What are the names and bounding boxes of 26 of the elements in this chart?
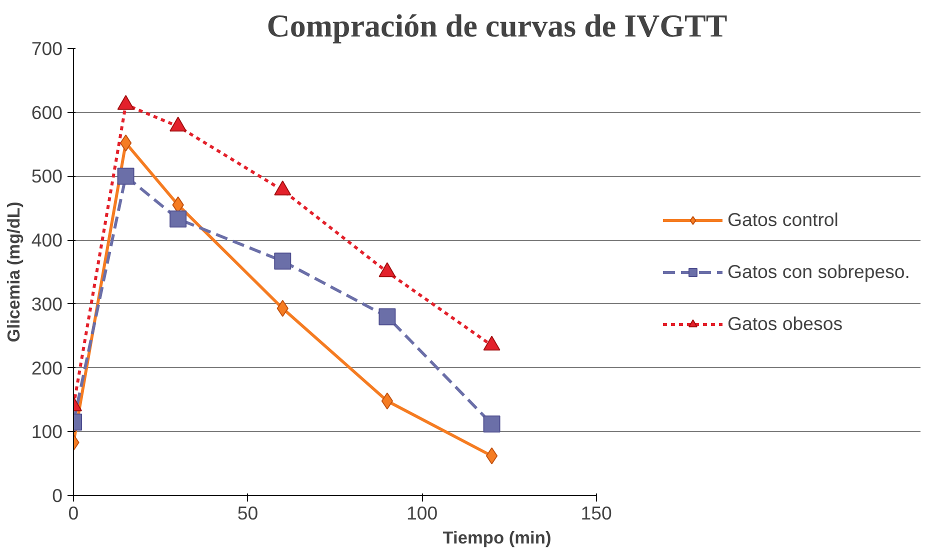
y-tick-label: 100: [31, 421, 63, 442]
y-tick-label: 0: [52, 485, 63, 506]
point: [381, 392, 394, 410]
y-tick-label: 500: [31, 166, 63, 187]
y-tick-label: 700: [31, 38, 63, 59]
point: [486, 447, 498, 464]
y-tick-label: 200: [31, 357, 63, 378]
chart-title: Compración de curvas de IVGTT: [266, 8, 728, 44]
point: [378, 308, 396, 326]
point: [117, 168, 134, 185]
point: [170, 210, 187, 228]
y-tick-label: 600: [31, 102, 63, 123]
x-axis-title: Tiempo (min): [442, 528, 552, 548]
x-tick-label: 50: [237, 502, 258, 524]
legend-label: Gatos obesos: [727, 312, 843, 334]
point: [483, 415, 500, 432]
point: [120, 134, 132, 152]
point: [274, 252, 292, 270]
y-tick-label: 300: [31, 293, 63, 314]
y-axis-title: Glicemia (mg/dL): [3, 202, 24, 342]
x-tick-label: 0: [68, 502, 79, 524]
x-tick-label: 150: [580, 502, 612, 524]
y-tick-label: 400: [31, 230, 63, 251]
x-tick-label: 100: [406, 502, 438, 524]
legend-label: Gatos control: [727, 208, 838, 230]
legend-label: Gatos con sobrepeso.: [727, 260, 910, 282]
